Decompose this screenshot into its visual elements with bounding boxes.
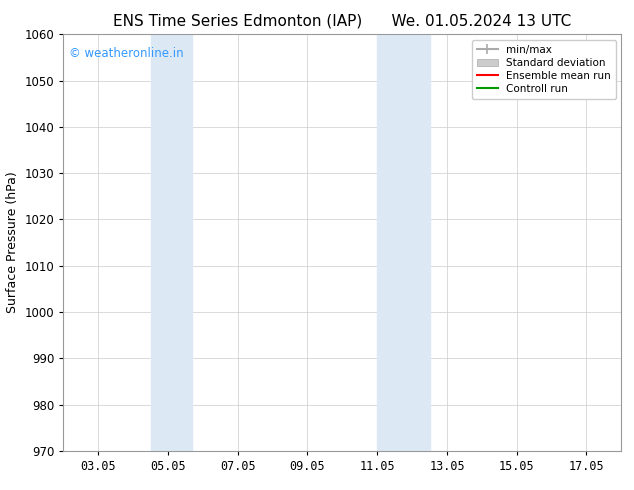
Bar bbox=[377, 34, 430, 451]
Legend: min/max, Standard deviation, Ensemble mean run, Controll run: min/max, Standard deviation, Ensemble me… bbox=[472, 40, 616, 99]
Y-axis label: Surface Pressure (hPa): Surface Pressure (hPa) bbox=[6, 172, 19, 314]
Bar bbox=[150, 34, 192, 451]
Title: ENS Time Series Edmonton (IAP)      We. 01.05.2024 13 UTC: ENS Time Series Edmonton (IAP) We. 01.05… bbox=[113, 14, 571, 29]
Text: © weatheronline.in: © weatheronline.in bbox=[69, 47, 184, 60]
